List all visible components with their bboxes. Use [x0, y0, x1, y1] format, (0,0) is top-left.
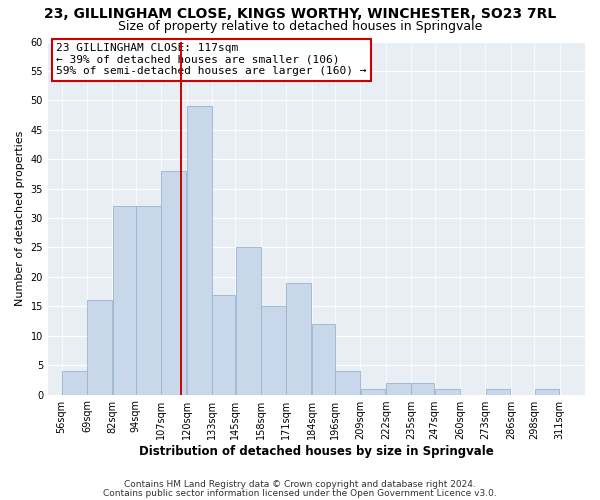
Bar [485, 388, 511, 394]
Bar [435, 388, 460, 394]
Bar [113, 206, 136, 394]
Bar [212, 294, 235, 394]
Bar [312, 324, 335, 394]
Bar [236, 248, 260, 394]
Text: 23, GILLINGHAM CLOSE, KINGS WORTHY, WINCHESTER, SO23 7RL: 23, GILLINGHAM CLOSE, KINGS WORTHY, WINC… [44, 8, 556, 22]
Text: 23 GILLINGHAM CLOSE: 117sqm
← 39% of detached houses are smaller (106)
59% of se: 23 GILLINGHAM CLOSE: 117sqm ← 39% of det… [56, 44, 367, 76]
Y-axis label: Number of detached properties: Number of detached properties [15, 130, 25, 306]
Bar [187, 106, 212, 395]
Bar [386, 383, 411, 394]
Bar [136, 206, 161, 394]
Text: Size of property relative to detached houses in Springvale: Size of property relative to detached ho… [118, 20, 482, 33]
Bar [535, 388, 559, 394]
Bar [87, 300, 112, 394]
Bar [161, 171, 186, 394]
Text: Contains HM Land Registry data © Crown copyright and database right 2024.: Contains HM Land Registry data © Crown c… [124, 480, 476, 489]
Bar [261, 306, 286, 394]
Bar [412, 383, 434, 394]
Bar [335, 371, 360, 394]
Bar [62, 371, 86, 394]
X-axis label: Distribution of detached houses by size in Springvale: Distribution of detached houses by size … [139, 444, 494, 458]
Text: Contains public sector information licensed under the Open Government Licence v3: Contains public sector information licen… [103, 488, 497, 498]
Bar [361, 388, 385, 394]
Bar [286, 283, 311, 395]
